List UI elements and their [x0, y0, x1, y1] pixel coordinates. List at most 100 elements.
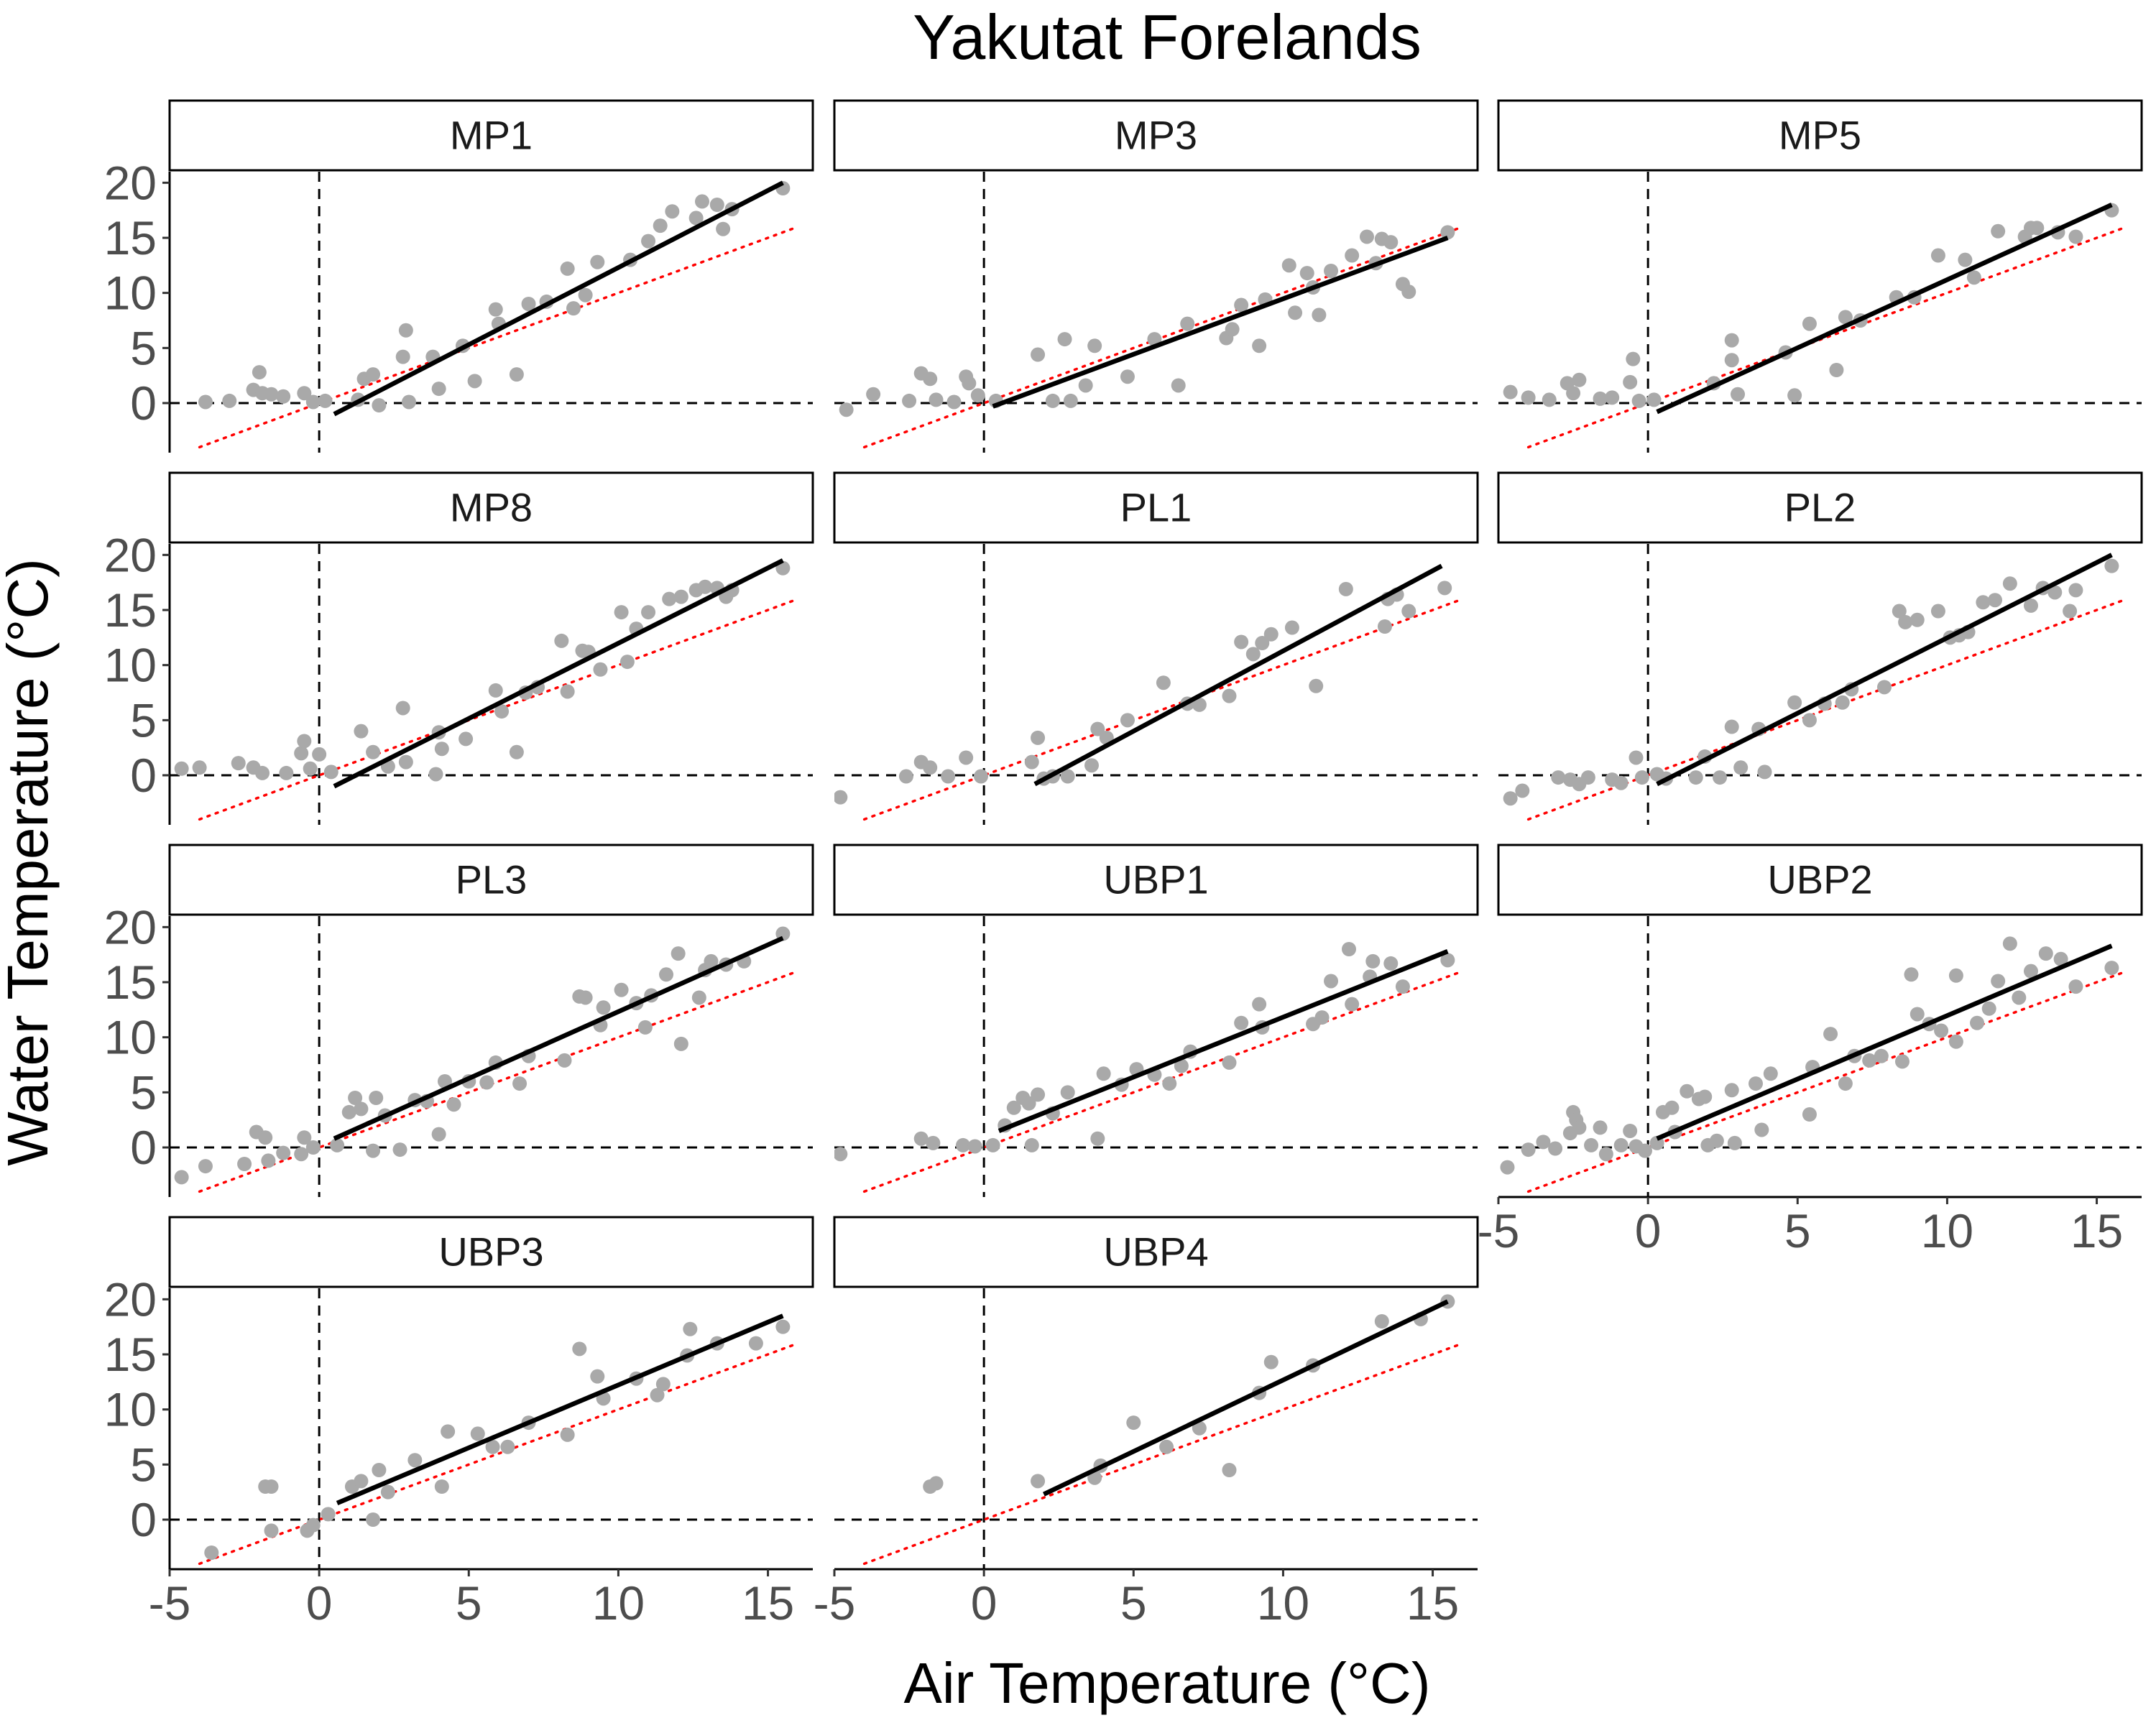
data-point: [1503, 791, 1518, 806]
data-point: [1359, 229, 1374, 244]
data-point: [1263, 1354, 1279, 1369]
plot-area-pl3: [170, 916, 813, 1197]
data-point: [1024, 754, 1039, 770]
strip-mp8: [168, 471, 814, 544]
data-point: [866, 387, 881, 402]
data-point: [1096, 1066, 1111, 1081]
data-point: [1006, 1100, 1021, 1115]
x-tick-label: 5: [1784, 1204, 1811, 1257]
strip-ubp1: [833, 844, 1479, 916]
data-point: [967, 1139, 982, 1154]
data-point: [1063, 393, 1078, 408]
strip-mp1: [168, 99, 814, 172]
data-point: [321, 1507, 336, 1522]
data-point: [470, 1426, 485, 1441]
one-to-one-line: [198, 969, 799, 1193]
x-tick-label: 10: [1921, 1204, 1973, 1257]
data-point: [716, 221, 731, 236]
data-point: [1948, 1034, 1963, 1049]
fit-line: [1042, 1299, 1449, 1497]
strip-ubp2: [1497, 844, 2143, 916]
data-point: [392, 1142, 407, 1158]
data-point: [231, 756, 246, 771]
data-point: [1288, 305, 1303, 320]
data-point: [1401, 604, 1416, 619]
data-point: [1342, 942, 1356, 956]
y-tick-label: 10: [104, 267, 157, 320]
data-point: [1060, 1085, 1075, 1100]
data-point: [348, 1091, 363, 1105]
data-point: [1909, 612, 1925, 627]
data-point: [923, 760, 938, 775]
data-point: [614, 982, 629, 997]
data-point: [641, 605, 656, 620]
fit-line: [1033, 563, 1443, 787]
data-point: [1593, 1120, 1608, 1135]
one-to-one-line: [862, 225, 1464, 449]
data-point: [192, 760, 207, 775]
data-point: [512, 1076, 528, 1091]
data-point: [1551, 770, 1566, 785]
data-point: [673, 589, 688, 604]
data-point: [366, 1143, 381, 1158]
data-point: [1057, 332, 1072, 347]
data-point: [834, 790, 848, 805]
data-point: [1623, 374, 1638, 389]
data-point: [1991, 223, 2006, 239]
data-point: [665, 204, 680, 219]
y-tick-label: 15: [104, 211, 157, 264]
y-tick-label: 15: [104, 583, 157, 637]
data-point: [1192, 1420, 1207, 1436]
data-point: [1299, 266, 1314, 281]
data-point: [566, 301, 581, 316]
data-point: [1930, 248, 1945, 263]
data-point: [1021, 1096, 1036, 1111]
one-to-one-line: [1526, 969, 2128, 1193]
data-point: [1754, 1122, 1769, 1137]
data-point: [1724, 719, 1739, 734]
data-point: [1345, 997, 1360, 1012]
strip-label-ubp1: UBP1: [1103, 857, 1208, 902]
data-point: [1613, 775, 1628, 790]
data-point: [1584, 1137, 1599, 1152]
data-point: [1171, 378, 1186, 393]
data-point: [1345, 248, 1360, 263]
data-point: [1991, 974, 2006, 989]
x-tick-label: -5: [814, 1576, 856, 1630]
data-point: [1802, 316, 1817, 331]
data-point: [637, 1020, 653, 1035]
data-point: [305, 1517, 321, 1533]
data-point: [590, 1369, 605, 1384]
data-point: [1503, 384, 1518, 399]
data-point: [305, 394, 321, 410]
data-point: [434, 1479, 449, 1494]
data-point: [431, 382, 446, 397]
data-point: [590, 254, 605, 269]
data-point: [1536, 1135, 1551, 1150]
plot-area-mp5: [1498, 172, 2142, 453]
data-point: [662, 591, 677, 606]
data-point: [479, 1075, 494, 1090]
data-point: [1948, 968, 1963, 983]
data-point: [366, 744, 381, 759]
data-point: [509, 744, 524, 759]
data-point: [1180, 316, 1195, 331]
data-point: [366, 367, 381, 382]
data-point: [704, 953, 719, 969]
data-point: [1324, 264, 1339, 278]
data-point: [1894, 1054, 1909, 1069]
data-point: [1680, 1084, 1695, 1099]
data-point: [1222, 1463, 1237, 1477]
data-point: [2023, 964, 2038, 979]
data-point: [2047, 585, 2063, 600]
data-point: [369, 1091, 384, 1105]
data-point: [560, 1427, 575, 1442]
data-point: [2038, 946, 2053, 961]
data-point: [1566, 386, 1581, 401]
data-point: [437, 1074, 452, 1089]
data-point: [683, 1321, 698, 1336]
data-point: [354, 1474, 369, 1489]
data-point: [1159, 1439, 1174, 1454]
